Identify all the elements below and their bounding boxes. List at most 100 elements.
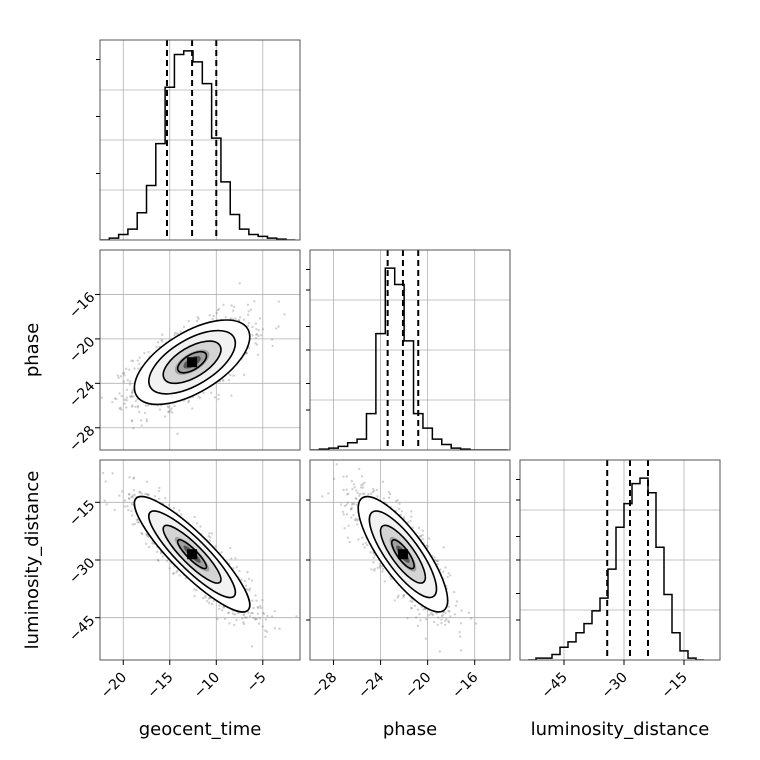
sample-point — [125, 396, 129, 399]
contour-line — [368, 510, 438, 599]
sample-point — [247, 577, 251, 581]
sample-point — [167, 503, 171, 507]
sample-point — [442, 546, 445, 549]
sample-point — [151, 542, 154, 545]
y-tick-label: −24 — [66, 378, 98, 410]
sample-point — [460, 609, 463, 612]
sample-point — [397, 594, 400, 597]
sample-point — [440, 618, 443, 621]
sample-point — [167, 410, 170, 413]
sample-point — [425, 544, 429, 547]
sample-point — [146, 404, 150, 407]
contour-line — [133, 495, 251, 613]
sample-point — [232, 567, 235, 570]
sample-point — [165, 559, 169, 562]
sample-point — [415, 616, 418, 619]
sample-point — [261, 328, 265, 331]
sample-point — [193, 594, 196, 598]
sample-point — [428, 613, 431, 617]
sample-point — [363, 481, 366, 484]
sample-point — [258, 317, 262, 320]
sample-point — [130, 495, 133, 499]
sample-point — [118, 407, 121, 410]
sample-point — [176, 432, 179, 436]
sample-point — [345, 503, 348, 507]
y-tick-label: −45 — [66, 613, 98, 645]
sample-point — [228, 622, 231, 625]
sample-point — [129, 395, 132, 398]
sample-point — [123, 499, 127, 502]
sample-point — [351, 502, 354, 505]
sample-point — [361, 486, 365, 489]
sample-point — [260, 606, 263, 610]
sample-point — [428, 537, 431, 540]
sample-point — [335, 463, 338, 466]
sample-point — [213, 396, 217, 399]
sample-point — [184, 577, 188, 580]
sample-point — [145, 480, 149, 483]
sample-point — [229, 317, 233, 320]
sample-point — [146, 451, 148, 453]
sample-point — [218, 604, 221, 607]
sample-point — [357, 494, 361, 498]
sample-point — [240, 617, 244, 620]
sample-point — [147, 545, 151, 549]
sample-point — [122, 380, 125, 383]
sample-point — [176, 569, 179, 572]
sample-point — [358, 492, 362, 496]
sample-point — [354, 496, 358, 500]
x-axis-label-geocent-time: geocent_time — [139, 719, 262, 740]
sample-point — [421, 529, 425, 532]
sample-point — [221, 609, 224, 612]
sample-point — [350, 506, 353, 510]
sample-point — [103, 499, 106, 502]
sample-point — [345, 475, 349, 478]
sample-point — [447, 572, 450, 575]
sample-point — [201, 596, 205, 600]
sample-point — [246, 303, 250, 307]
sample-point — [173, 331, 177, 335]
sample-point — [447, 619, 450, 623]
sample-point — [437, 616, 440, 619]
sample-point — [253, 300, 256, 303]
sample-point — [238, 316, 242, 319]
sample-point — [227, 611, 231, 614]
sample-point — [440, 621, 443, 625]
sample-point — [205, 599, 209, 603]
sample-point — [440, 615, 444, 618]
y-tick-label: −15 — [66, 497, 98, 529]
sample-point — [250, 611, 253, 615]
sample-point — [220, 551, 223, 554]
sample-point — [424, 637, 428, 640]
sample-point — [172, 571, 176, 575]
sample-point — [193, 515, 196, 519]
x-tick-label: −20 — [402, 670, 434, 702]
sample-point — [128, 497, 131, 500]
sample-point — [131, 404, 134, 407]
sample-point — [117, 376, 120, 380]
panel-geocent-time-vs-phase — [99, 249, 301, 451]
sample-point — [130, 509, 133, 513]
sample-point — [458, 631, 461, 634]
sample-point — [133, 493, 136, 496]
sample-point — [128, 493, 131, 496]
sample-point — [170, 407, 173, 410]
sample-point — [361, 483, 365, 486]
sample-point — [442, 570, 445, 573]
sample-point — [270, 338, 274, 341]
sample-point — [212, 314, 215, 318]
sample-point — [363, 546, 366, 549]
sample-point — [134, 405, 137, 408]
sample-point — [352, 483, 356, 486]
y-tick-label: −28 — [66, 423, 98, 455]
sample-point — [197, 395, 200, 398]
sample-point — [396, 596, 399, 599]
sample-point — [247, 321, 251, 325]
sample-point — [446, 575, 449, 579]
sample-point — [137, 367, 140, 370]
sample-point — [233, 613, 237, 616]
sample-point — [230, 394, 233, 397]
sample-point — [387, 490, 391, 494]
sample-point — [429, 611, 433, 615]
